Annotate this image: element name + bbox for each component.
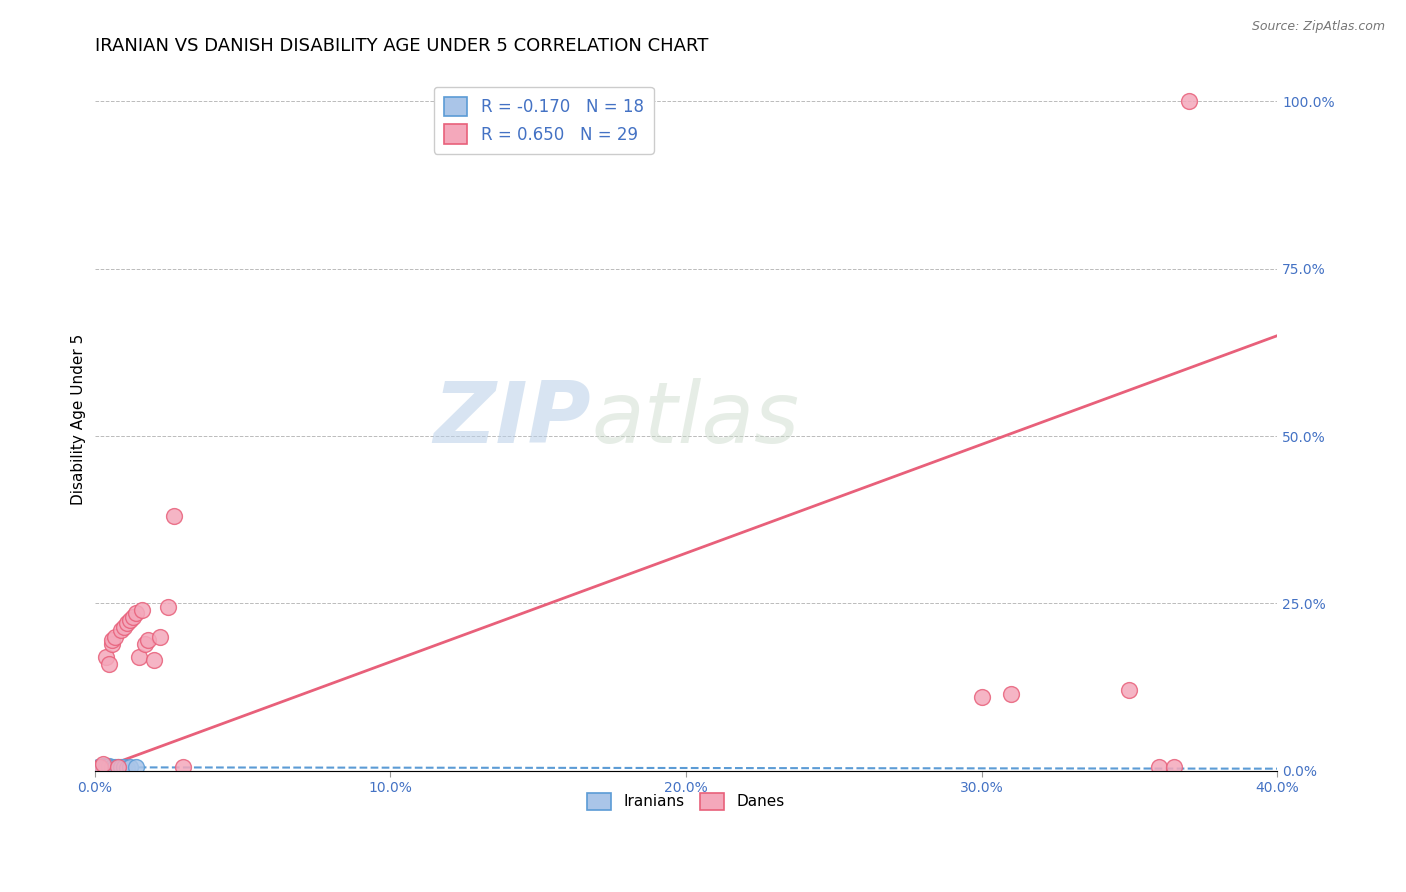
- Point: [107, 760, 129, 774]
- Point: [110, 623, 132, 637]
- Point: [131, 603, 153, 617]
- Point: [115, 761, 138, 775]
- Point: [136, 633, 159, 648]
- Point: [112, 760, 135, 774]
- Legend: Iranians, Danes: Iranians, Danes: [581, 787, 792, 816]
- Point: [110, 759, 132, 773]
- Point: [1163, 760, 1185, 774]
- Text: IRANIAN VS DANISH DISABILITY AGE UNDER 5 CORRELATION CHART: IRANIAN VS DANISH DISABILITY AGE UNDER 5…: [94, 37, 709, 55]
- Point: [149, 630, 172, 644]
- Text: Source: ZipAtlas.com: Source: ZipAtlas.com: [1251, 20, 1385, 33]
- Point: [93, 756, 115, 771]
- Text: atlas: atlas: [592, 378, 799, 461]
- Point: [118, 613, 141, 627]
- Point: [118, 760, 141, 774]
- Point: [96, 649, 118, 664]
- Point: [86, 760, 108, 774]
- Point: [93, 762, 115, 776]
- Point: [101, 636, 124, 650]
- Point: [970, 690, 993, 704]
- Y-axis label: Disability Age Under 5: Disability Age Under 5: [72, 334, 86, 505]
- Point: [1147, 760, 1170, 774]
- Point: [125, 607, 148, 621]
- Point: [115, 616, 138, 631]
- Point: [1118, 683, 1140, 698]
- Point: [104, 759, 127, 773]
- Point: [122, 609, 145, 624]
- Point: [89, 761, 111, 775]
- Point: [98, 657, 121, 671]
- Point: [107, 760, 129, 774]
- Point: [104, 630, 127, 644]
- Point: [1177, 95, 1199, 109]
- Point: [104, 761, 127, 775]
- Point: [96, 759, 118, 773]
- Point: [157, 599, 180, 614]
- Point: [134, 636, 156, 650]
- Point: [112, 620, 135, 634]
- Point: [125, 759, 148, 773]
- Point: [142, 653, 165, 667]
- Point: [128, 649, 150, 664]
- Point: [163, 509, 186, 524]
- Point: [1000, 687, 1022, 701]
- Point: [96, 760, 118, 774]
- Point: [93, 759, 115, 773]
- Point: [89, 759, 111, 773]
- Point: [101, 633, 124, 648]
- Point: [98, 759, 121, 773]
- Point: [98, 761, 121, 775]
- Text: ZIP: ZIP: [433, 378, 592, 461]
- Point: [101, 760, 124, 774]
- Point: [172, 760, 194, 774]
- Point: [89, 760, 111, 774]
